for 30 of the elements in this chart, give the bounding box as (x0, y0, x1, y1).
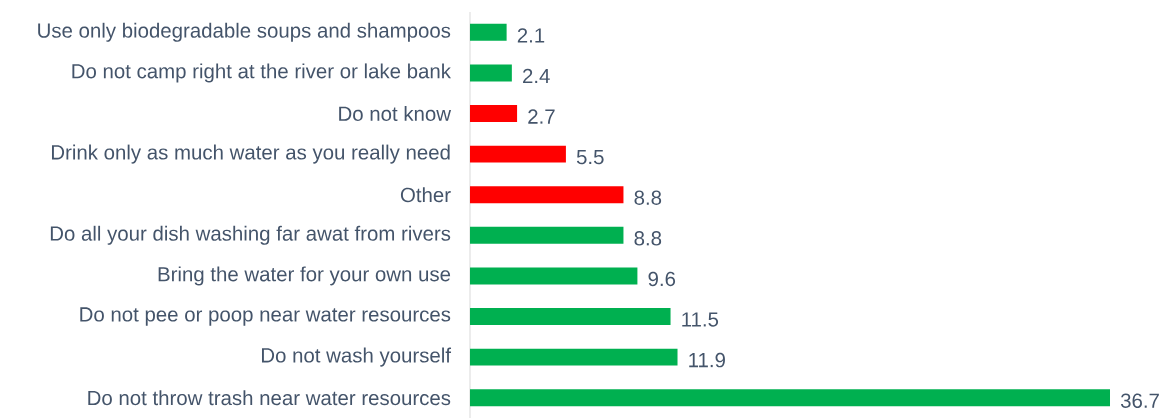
y-tick-label: Do not wash yourself (261, 347, 452, 367)
data-label: 2.7 (528, 109, 555, 124)
data-label: 36.7 (1120, 393, 1159, 408)
y-tick-label: Drink only as much water as you really need (51, 144, 450, 164)
y-tick-label: Do all your dish washing far awat from rivers (50, 225, 451, 245)
y-tick-label: Do not throw trash near water resources (88, 390, 451, 406)
y-tick-label: Bring the water for your own use (158, 266, 451, 286)
bar (469, 308, 671, 325)
data-label: 2.4 (523, 68, 550, 84)
y-tick-label: Do not pee or poop near water resources (80, 307, 451, 326)
y-tick-label: Other (400, 187, 451, 203)
bar (469, 105, 518, 122)
y-tick-label: Do not camp right at the river or lake bank (72, 63, 451, 83)
bar (469, 23, 507, 41)
bar (469, 226, 624, 244)
y-tick-label: Use only biodegradable soups and shampoos (38, 22, 451, 42)
bar (469, 348, 678, 366)
data-label: 9.6 (648, 271, 676, 287)
data-label: 8.8 (634, 231, 662, 246)
bar (469, 267, 638, 285)
data-label: 11.5 (682, 312, 719, 327)
bar (469, 145, 566, 163)
data-label: 8.8 (634, 190, 662, 205)
y-tick-label: Do not know (339, 106, 452, 122)
bar (469, 389, 1110, 407)
bar (469, 64, 512, 82)
data-label: 2.1 (517, 28, 545, 43)
data-label: 5.5 (576, 149, 604, 165)
bar (469, 186, 624, 204)
data-label: 11.9 (689, 352, 725, 368)
